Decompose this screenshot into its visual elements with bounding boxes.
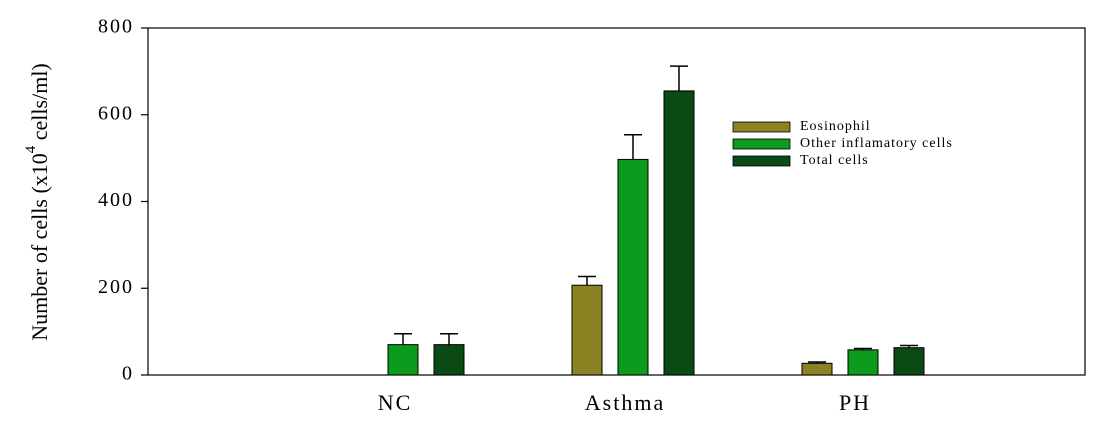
- bar: [571, 284, 603, 376]
- y-tick-label: 200: [98, 276, 134, 298]
- bar: [387, 344, 419, 376]
- bar: [433, 344, 465, 376]
- plot-frame: [147, 27, 1086, 376]
- legend-swatch: [732, 155, 791, 167]
- bar: [847, 349, 879, 376]
- y-tick-label: 0: [122, 363, 134, 385]
- y-tick-label: 600: [98, 102, 134, 124]
- x-tick-label: NC: [378, 390, 413, 415]
- legend-label: Total cells: [800, 153, 869, 168]
- y-axis-label: Number of cells (x104 cells/ml): [23, 63, 52, 341]
- bar: [801, 362, 833, 376]
- y-label-part: Number of cells (x10: [27, 153, 52, 341]
- x-tick-label: PH: [839, 390, 871, 415]
- legend-swatch: [732, 121, 791, 133]
- x-tick-label: Asthma: [585, 390, 665, 415]
- y-label-part: cells/ml): [27, 63, 52, 145]
- bar: [893, 347, 925, 376]
- y-tick-label: 800: [98, 16, 134, 38]
- legend-label: Eosinophil: [800, 119, 871, 134]
- bar: [663, 90, 695, 376]
- legend-swatch: [732, 138, 791, 150]
- y-tick-label: 400: [98, 189, 134, 211]
- bar: [617, 158, 649, 376]
- y-label-sup: 4: [23, 145, 39, 153]
- legend-label: Other inflamatory cells: [800, 136, 953, 151]
